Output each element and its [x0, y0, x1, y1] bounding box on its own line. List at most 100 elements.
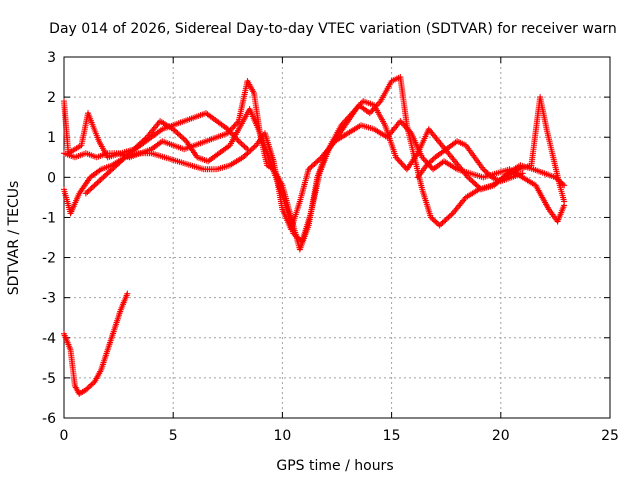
x-tick-label: 0 [60, 428, 69, 444]
data-point [174, 130, 181, 137]
data-point [90, 183, 97, 190]
data-point [98, 175, 105, 182]
plot-frame [63, 56, 611, 419]
data-point [443, 215, 450, 222]
x-axis-label: GPS time / hours [276, 458, 393, 474]
data-point [87, 382, 94, 389]
y-tick-label: -1 [42, 210, 56, 226]
data-point [483, 168, 490, 175]
data-point [230, 124, 237, 131]
tick-layer [63, 56, 611, 419]
series-track-f [414, 138, 526, 185]
y-axis-label: SDTVAR / TECUs [6, 181, 22, 296]
y-tick-label: -2 [42, 251, 56, 267]
data-point [82, 190, 89, 197]
data-point [395, 157, 402, 164]
series-track-d [61, 290, 131, 397]
x-tick-label: 5 [169, 428, 178, 444]
data-point [441, 218, 448, 225]
y-tick-label: 1 [47, 130, 56, 146]
data-point [481, 167, 488, 174]
data-point [241, 143, 248, 150]
data-point [95, 178, 102, 185]
data-point [238, 140, 245, 147]
data-point [448, 211, 455, 218]
data-point [243, 151, 249, 158]
data-point [244, 146, 251, 153]
data-point [446, 213, 453, 220]
data-point [432, 218, 439, 225]
data-point [124, 290, 131, 297]
data-point [231, 122, 238, 129]
data-point [250, 144, 257, 151]
data-point [84, 189, 91, 196]
data-point [243, 144, 249, 151]
data-point [101, 172, 108, 179]
data-point [251, 143, 258, 150]
data-point [245, 148, 252, 155]
x-tick-label: 20 [492, 428, 510, 444]
data-point [430, 217, 437, 224]
x-tick-label: 25 [601, 428, 619, 444]
data-point [429, 156, 436, 163]
data-point [472, 181, 479, 188]
data-point [85, 187, 92, 194]
data-point [93, 181, 100, 188]
data-point [180, 135, 187, 142]
data-point [97, 177, 104, 184]
data-point [312, 159, 319, 166]
data-point [240, 142, 247, 149]
data-point [178, 134, 185, 141]
series-track-e [82, 110, 251, 197]
data-point [438, 221, 445, 228]
data-point [88, 185, 95, 192]
data-point [173, 128, 180, 135]
data-point [85, 384, 92, 391]
data-point [232, 121, 239, 128]
data-point [100, 174, 107, 181]
data-point [439, 219, 446, 226]
data-point [237, 139, 244, 146]
y-tick-label: 2 [47, 90, 56, 106]
data-point [398, 160, 405, 167]
y-tick-labels: 3 2 1 0 -1 -2 -3 -4 -5 -6 [42, 50, 56, 427]
data-point [368, 108, 375, 115]
data-point [519, 170, 526, 177]
data-point [311, 160, 318, 167]
y-tick-label: -5 [42, 371, 56, 387]
series-track-b [61, 74, 568, 253]
data-point [397, 158, 404, 165]
data-point [314, 158, 321, 165]
y-tick-label: 0 [47, 170, 56, 186]
data-point [442, 217, 449, 224]
data-point [91, 182, 98, 189]
data-point [177, 132, 184, 139]
data-point [247, 147, 254, 154]
y-tick-label: -4 [42, 331, 56, 347]
data-point [467, 177, 474, 184]
data-point [309, 162, 316, 169]
data-point [400, 121, 407, 128]
data-point [88, 381, 95, 388]
data-point [469, 178, 476, 185]
data-point [308, 163, 315, 170]
data-point [104, 170, 111, 177]
x-tick-label: 15 [383, 428, 401, 444]
data-point [87, 186, 94, 193]
x-tick-labels: 0 5 10 15 20 25 [60, 428, 619, 444]
data-point [436, 222, 443, 229]
y-tick-label: -3 [42, 291, 56, 307]
data-point [399, 161, 406, 168]
y-tick-label: -6 [42, 411, 56, 427]
data-point [176, 131, 183, 138]
data-point [94, 179, 101, 186]
series-track-a [61, 98, 568, 245]
y-tick-label: 3 [47, 50, 56, 66]
data-point [561, 202, 568, 209]
data-point [103, 171, 110, 178]
data-points [61, 74, 568, 397]
data-point [433, 219, 440, 226]
series-track-c [61, 118, 568, 233]
data-point [235, 138, 242, 145]
